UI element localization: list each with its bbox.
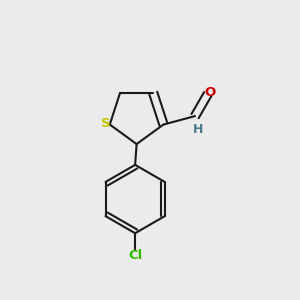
Text: H: H [193, 123, 203, 136]
Text: O: O [204, 86, 216, 99]
Text: S: S [100, 117, 110, 130]
Text: Cl: Cl [128, 249, 142, 262]
